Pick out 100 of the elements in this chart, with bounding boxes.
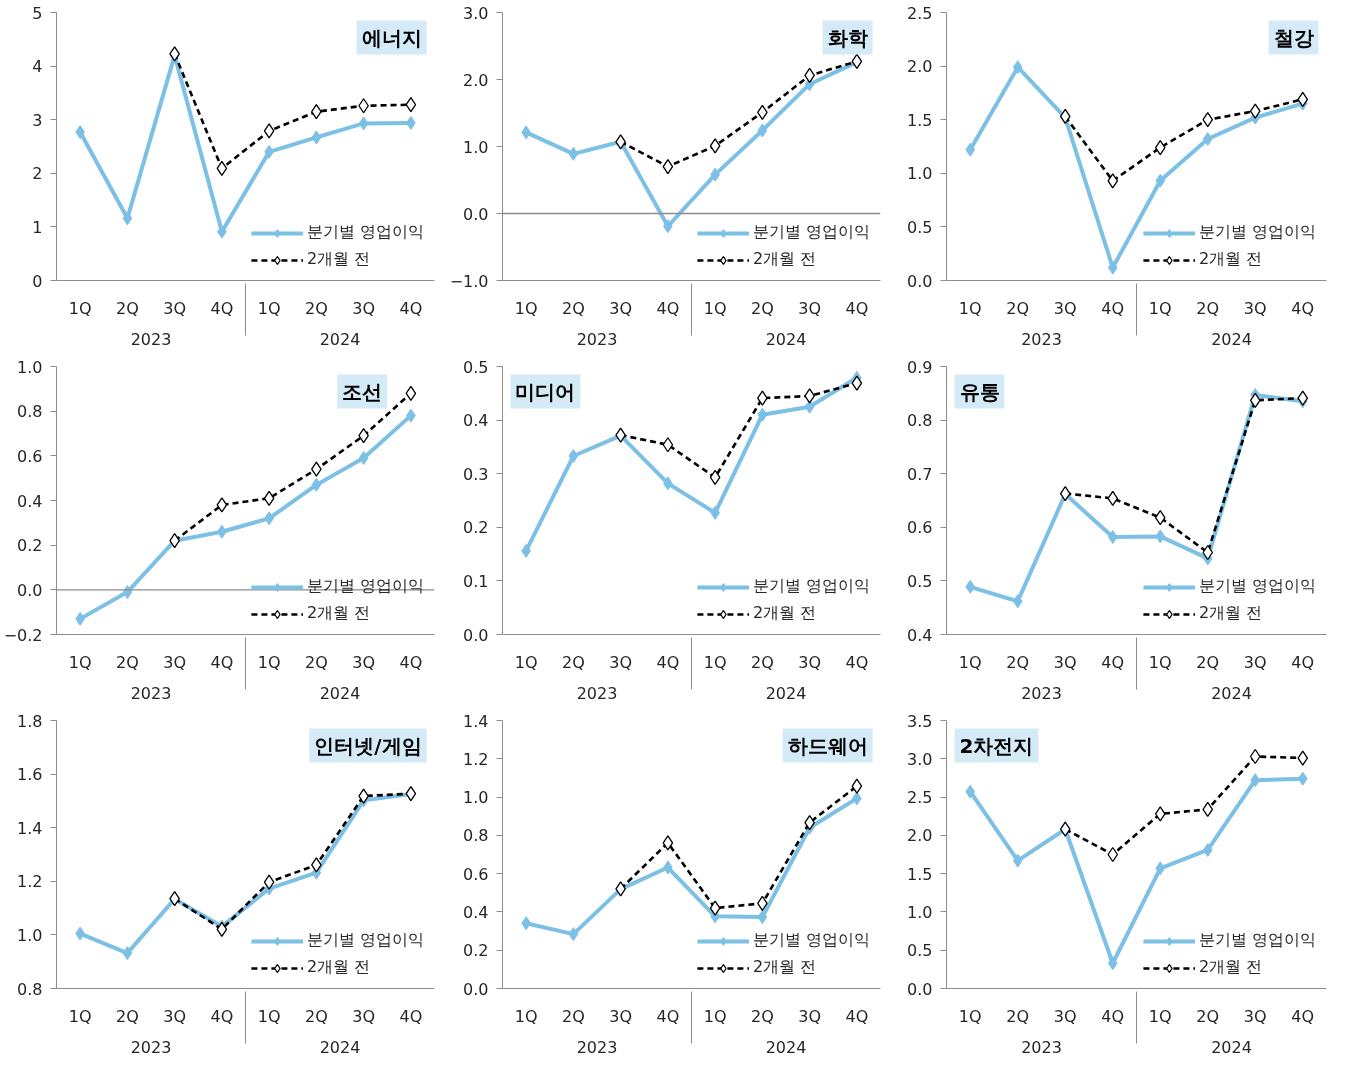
legend-label: 2개월 전	[752, 249, 817, 270]
y-tick-label: 0.1	[463, 571, 489, 591]
x-tick-label: 1Q	[257, 298, 281, 318]
x-tick-label: 1Q	[958, 652, 982, 672]
legend-label: 분기별 영업이익	[752, 222, 870, 243]
x-tick-label: 3Q	[798, 652, 822, 672]
x-tick-label: 2Q	[1196, 298, 1220, 318]
x-tick-label: 1Q	[68, 1006, 92, 1026]
x-tick-label: 1Q	[703, 298, 727, 318]
x-tick-label: 2Q	[561, 652, 585, 672]
x-tick-label: 2Q	[304, 652, 328, 672]
y-tick-label: 1.0	[17, 925, 43, 945]
x-tick-label: 1Q	[514, 1006, 538, 1026]
y-tick-label: 0.5	[907, 217, 933, 237]
text: 인터넷/게임	[314, 733, 422, 758]
x-tick-label: 1Q	[257, 652, 281, 672]
legend-label: 2개월 전	[306, 603, 371, 624]
x-tick-label: 2Q	[561, 1006, 585, 1026]
y-tick-label: 3	[32, 110, 43, 130]
legend-label: 분기별 영업이익	[306, 222, 424, 243]
y-tick-label: 1.5	[907, 110, 933, 130]
y-tick-label: 1.0	[463, 137, 489, 157]
x-tick-label: 2Q	[1006, 298, 1030, 318]
x-tick-label: 2Q	[750, 298, 774, 318]
legend-label: 분기별 영업이익	[752, 576, 870, 597]
x-tick-label: 1Q	[1148, 652, 1172, 672]
y-tick-label: 2.5	[907, 3, 933, 23]
y-tick-label: 2	[32, 164, 43, 184]
y-tick-label: 0.6	[17, 446, 43, 466]
text: 에너지	[361, 25, 422, 50]
x-tick-label: 3Q	[1243, 1006, 1267, 1026]
x-tick-label: 2Q	[1196, 652, 1220, 672]
y-tick-label: 1.0	[907, 902, 933, 922]
text: 2023	[130, 683, 172, 703]
y-tick-label: 2.0	[907, 826, 933, 846]
x-tick-label: 2Q	[750, 652, 774, 672]
text: 2023	[1021, 683, 1062, 703]
x-tick-label: 3Q	[1053, 298, 1077, 318]
x-tick-label: 2Q	[304, 298, 328, 318]
y-tick-label: 0.2	[463, 518, 489, 538]
x-tick-label: 3Q	[609, 652, 633, 672]
x-tick-label: 3Q	[163, 1006, 187, 1026]
x-tick-label: 4Q	[1291, 652, 1315, 672]
x-tick-label: 3Q	[352, 1006, 376, 1026]
text: 2024	[319, 1037, 361, 1057]
text: 2023	[576, 329, 618, 349]
x-tick-label: 4Q	[210, 652, 234, 672]
x-tick-label: 4Q	[210, 1006, 234, 1026]
y-tick-label: 0.8	[463, 826, 489, 846]
x-tick-label: 1Q	[703, 652, 727, 672]
legend-label: 2개월 전	[1198, 957, 1263, 978]
y-tick-label: 1.6	[17, 765, 43, 785]
y-tick-label: −0.2	[3, 625, 43, 645]
y-tick-label: 0.0	[463, 625, 489, 645]
y-tick-label: 0.0	[463, 979, 489, 999]
y-tick-label: 0.0	[463, 204, 489, 224]
legend-label: 2개월 전	[306, 957, 371, 978]
y-tick-label: 0.8	[907, 411, 933, 431]
x-tick-label: 4Q	[1101, 298, 1125, 318]
x-tick-label: 3Q	[1053, 1006, 1077, 1026]
x-tick-label: 3Q	[352, 298, 376, 318]
y-tick-label: 0.7	[907, 464, 933, 484]
x-tick-label: 1Q	[958, 298, 982, 318]
x-tick-label: 4Q	[1291, 298, 1315, 318]
x-tick-label: 3Q	[609, 1006, 633, 1026]
x-tick-label: 2Q	[115, 1006, 139, 1026]
y-tick-label: 1.5	[907, 864, 933, 884]
text: 하드웨어	[787, 733, 868, 758]
legend-label: 분기별 영업이익	[1198, 930, 1316, 951]
y-tick-label: 0.6	[463, 864, 489, 884]
x-tick-label: 4Q	[656, 1006, 680, 1026]
x-tick-label: 4Q	[399, 1006, 423, 1026]
text: 2차전지	[959, 733, 1034, 758]
text: 화학	[827, 25, 868, 50]
text: 조선	[342, 379, 383, 404]
y-tick-label: 0.3	[463, 464, 489, 484]
y-tick-label: 0.4	[17, 491, 43, 511]
text: 2024	[1211, 329, 1252, 349]
legend-label: 분기별 영업이익	[1198, 576, 1316, 597]
x-tick-label: 3Q	[1243, 298, 1267, 318]
y-tick-label: 2.0	[907, 57, 933, 77]
y-tick-label: 0.0	[907, 979, 933, 999]
text: 2023	[130, 1037, 172, 1057]
y-tick-label: 0.2	[17, 536, 43, 556]
y-tick-label: 1.8	[17, 711, 43, 731]
x-tick-label: 4Q	[1291, 1006, 1315, 1026]
text: 2023	[1021, 1037, 1062, 1057]
text: 2023	[130, 329, 172, 349]
y-tick-label: 2.5	[907, 788, 933, 808]
text: 2024	[765, 683, 807, 703]
x-tick-label: 2Q	[750, 1006, 774, 1026]
text: 미디어	[515, 379, 576, 404]
legend-label: 분기별 영업이익	[752, 930, 870, 951]
legend-label: 2개월 전	[752, 957, 817, 978]
text: 유통	[959, 379, 1000, 404]
x-tick-label: 1Q	[514, 298, 538, 318]
text: 2023	[1021, 329, 1062, 349]
x-tick-label: 1Q	[514, 652, 538, 672]
text: 2024	[319, 683, 361, 703]
y-tick-label: 0.0	[17, 580, 43, 600]
